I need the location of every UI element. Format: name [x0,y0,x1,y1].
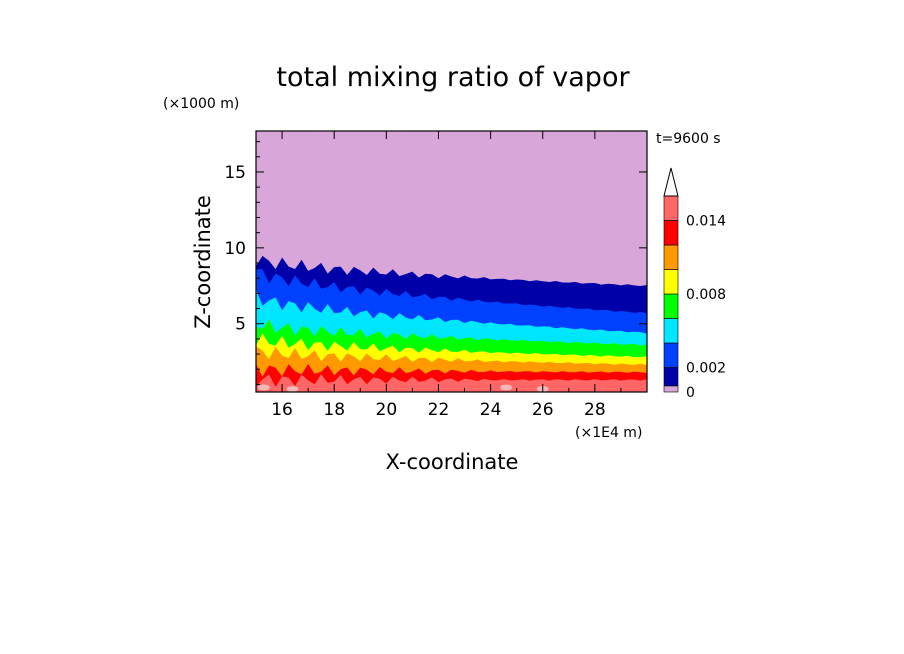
x-tick-label: 16 [271,400,293,420]
x-unit-label: (×1E4 m) [575,425,642,441]
colorbar: 0 0.002 0.008 0.014 [663,167,726,401]
colorbar-tick-label: 0 [686,385,695,401]
colorbar-swatch [663,269,679,295]
y-unit-label: (×1000 m) [163,96,239,112]
x-tick-label: 22 [428,400,450,420]
y-axis-label: Z-coordinate [191,195,215,329]
contour-fill [256,131,647,392]
x-axis-label: X-coordinate [386,450,519,474]
contour-spot [500,384,513,391]
colorbar-swatch [663,195,679,221]
colorbar-tick-label: 0.014 [686,214,726,230]
plot-frame [255,130,648,393]
x-tick-label: 28 [584,400,606,420]
x-tick-label: 18 [323,400,345,420]
time-label: t=9600 s [656,131,721,147]
contour-spot [257,384,270,391]
colorbar-swatch [663,385,679,393]
colorbar-tick-label: 0.002 [686,361,726,377]
colorbar-swatch [663,342,679,368]
contour-band [256,374,647,392]
y-axis: 5 10 15 [224,141,647,385]
contour-spot [286,385,299,392]
y-tick-label: 5 [235,315,246,335]
colorbar-swatch [663,367,679,387]
colorbar-extend-arrow [663,167,679,197]
colorbar-swatch [663,244,679,270]
x-tick-label: 24 [480,400,502,420]
colorbar-swatch [663,293,679,319]
colorbar-tick-label: 0.008 [686,287,726,303]
y-tick-label: 10 [224,239,246,259]
colorbar-swatch [663,220,679,246]
x-axis: 16 18 20 22 24 26 28 [255,131,622,420]
y-tick-label: 15 [224,163,246,183]
colorbar-swatch [663,318,679,344]
chart-title: total mixing ratio of vapor [276,62,630,93]
x-tick-label: 26 [532,400,554,420]
x-tick-label: 20 [376,400,398,420]
